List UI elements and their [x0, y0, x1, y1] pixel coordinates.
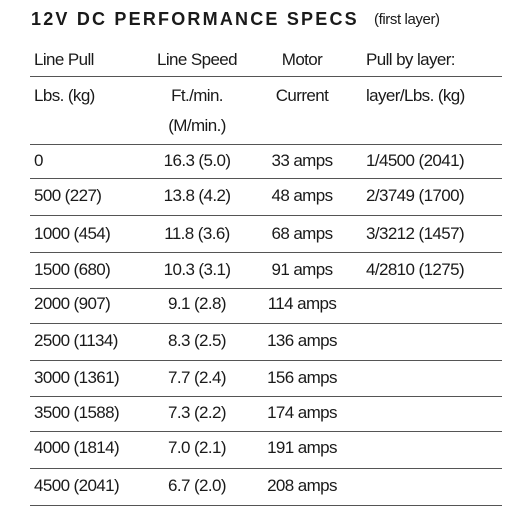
table-cell: 16.3 (5.0): [163, 151, 231, 170]
row-divider: [30, 178, 502, 179]
row-divider: [30, 505, 502, 506]
table-cell: 13.8 (4.2): [163, 186, 231, 205]
table-cell: 2/3749 (1700): [366, 186, 465, 205]
table-cell: 191 amps: [267, 438, 337, 457]
divider: [30, 144, 502, 145]
table-cell: 48 amps: [271, 186, 333, 205]
table-cell: 7.7 (2.4): [168, 368, 227, 387]
table-cell: 0: [34, 151, 43, 170]
column-unit: Ft./min.: [171, 86, 223, 105]
table-cell: 6.7 (2.0): [168, 476, 227, 495]
table-cell: 4500 (2041): [34, 476, 120, 495]
column-unit: (M/min.): [168, 116, 226, 135]
divider: [30, 76, 502, 77]
table-cell: 1500 (680): [34, 260, 111, 279]
table-cell: 3500 (1588): [34, 403, 120, 422]
title: 12V DC PERFORMANCE SPECS: [31, 9, 359, 29]
row-divider: [30, 431, 502, 432]
table-cell: 4000 (1814): [34, 438, 120, 457]
row-divider: [30, 323, 502, 324]
table-cell: 33 amps: [271, 151, 333, 170]
row-divider: [30, 288, 502, 289]
table-cell: 156 amps: [267, 368, 337, 387]
table-cell: 2000 (907): [34, 294, 111, 313]
table-cell: 8.3 (2.5): [168, 331, 227, 350]
table-cell: 208 amps: [267, 476, 337, 495]
row-divider: [30, 252, 502, 253]
column-header: Line Speed: [156, 50, 238, 69]
table-cell: 3000 (1361): [34, 368, 120, 387]
table-cell: 1000 (454): [34, 224, 111, 243]
table-cell: 1/4500 (2041): [366, 151, 465, 170]
row-divider: [30, 215, 502, 216]
column-header: Pull by layer:: [366, 50, 456, 69]
table-cell: 9.1 (2.8): [168, 294, 227, 313]
table-cell: 4/2810 (1275): [366, 260, 465, 279]
subtitle: (first layer): [374, 11, 440, 28]
table-cell: 11.8 (3.6): [164, 224, 230, 243]
table-cell: 114 amps: [267, 294, 337, 313]
table-cell: 500 (227): [34, 186, 102, 205]
row-divider: [30, 360, 502, 361]
table-cell: 3/3212 (1457): [366, 224, 465, 243]
table-cell: 68 amps: [271, 224, 333, 243]
table-cell: 2500 (1134): [34, 331, 118, 350]
column-unit: Current: [275, 86, 329, 105]
row-divider: [30, 396, 502, 397]
column-unit: layer/Lbs. (kg): [366, 86, 465, 105]
table-cell: 7.3 (2.2): [168, 403, 227, 422]
table-cell: 174 amps: [267, 403, 337, 422]
table-cell: 7.0 (2.1): [168, 438, 227, 457]
table-cell: 10.3 (3.1): [163, 260, 231, 279]
column-header: Line Pull: [34, 50, 94, 69]
table-cell: 136 amps: [267, 331, 337, 350]
row-divider: [30, 468, 502, 469]
column-unit: Lbs. (kg): [34, 86, 95, 105]
table-cell: 91 amps: [271, 260, 333, 279]
column-header: Motor: [281, 50, 323, 69]
